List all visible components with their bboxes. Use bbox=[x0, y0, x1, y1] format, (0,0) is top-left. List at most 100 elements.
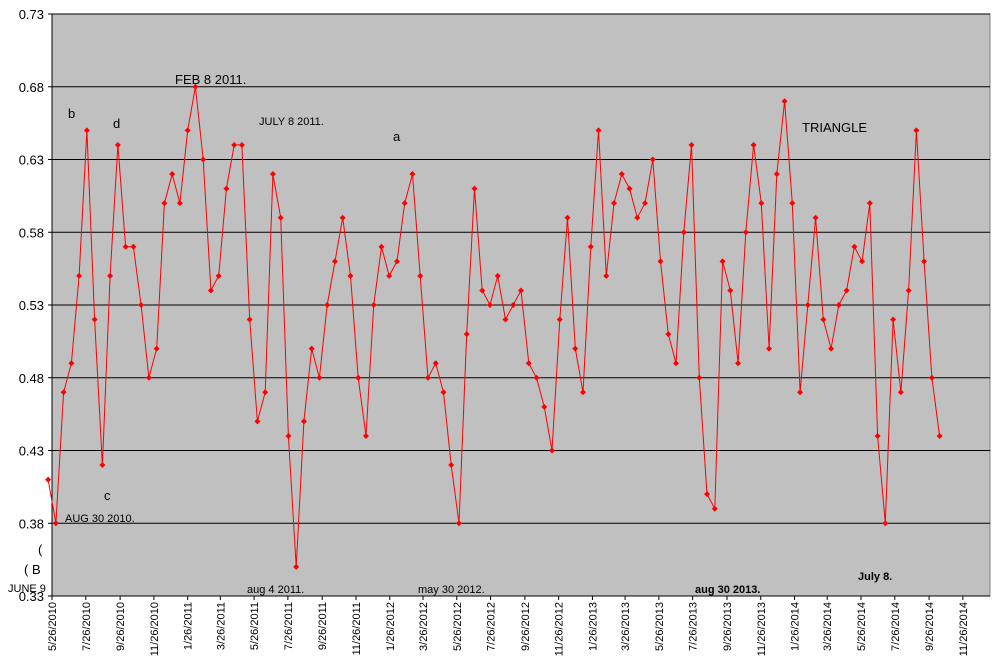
data-point bbox=[246, 316, 253, 323]
data-point bbox=[52, 520, 59, 527]
data-point bbox=[657, 258, 664, 265]
data-point bbox=[138, 302, 145, 308]
annotation: ( B bbox=[24, 562, 41, 577]
data-point bbox=[386, 272, 393, 279]
data-point bbox=[107, 272, 114, 279]
data-point bbox=[603, 272, 610, 279]
data-point bbox=[370, 302, 377, 308]
annotation: may 30 2012. bbox=[418, 584, 485, 596]
data-point bbox=[820, 316, 827, 323]
x-tick-label: 1/26/2012 bbox=[385, 602, 397, 651]
data-point bbox=[556, 316, 563, 323]
data-point bbox=[362, 432, 369, 439]
data-point bbox=[727, 287, 734, 294]
x-tick-label: 11/26/2014 bbox=[958, 602, 970, 656]
y-tick-label: 0.48 bbox=[19, 371, 44, 386]
x-tick-label: 9/26/2010 bbox=[115, 602, 127, 651]
data-point bbox=[76, 272, 83, 279]
data-point bbox=[339, 214, 346, 221]
x-tick-label: 5/26/2012 bbox=[452, 602, 464, 651]
y-tick-label: 0.68 bbox=[19, 80, 44, 95]
data-point bbox=[215, 272, 222, 279]
x-tick-label: 11/26/2011 bbox=[351, 602, 363, 655]
y-tick-label: 0.73 bbox=[19, 7, 44, 22]
data-point bbox=[440, 389, 447, 396]
data-point bbox=[750, 141, 757, 148]
data-point bbox=[905, 287, 912, 294]
data-point bbox=[518, 287, 524, 294]
data-point bbox=[455, 520, 462, 527]
x-tick-label: 3/26/2011 bbox=[215, 602, 227, 650]
data-point bbox=[525, 360, 532, 367]
x-tick-label: 7/26/2012 bbox=[486, 602, 498, 651]
data-point bbox=[789, 200, 796, 207]
data-point bbox=[758, 200, 765, 207]
data-point bbox=[60, 389, 67, 396]
data-point bbox=[936, 432, 943, 439]
data-point bbox=[704, 491, 711, 498]
data-point bbox=[634, 214, 641, 221]
x-tick-label: 11/26/2012 bbox=[554, 602, 566, 656]
data-point bbox=[200, 156, 207, 163]
data-point bbox=[223, 185, 230, 192]
data-point bbox=[424, 374, 431, 381]
data-point bbox=[510, 302, 517, 308]
data-point bbox=[145, 374, 152, 381]
x-tick-label: 5/26/2011 bbox=[249, 602, 261, 650]
data-point bbox=[882, 520, 889, 527]
data-point bbox=[285, 432, 292, 439]
data-point bbox=[742, 229, 749, 236]
y-tick-label: 0.58 bbox=[19, 225, 44, 240]
data-point bbox=[835, 302, 842, 308]
data-point bbox=[828, 345, 835, 352]
data-point bbox=[773, 171, 780, 178]
data-point bbox=[153, 345, 160, 352]
data-point bbox=[913, 127, 920, 134]
data-point bbox=[417, 272, 424, 279]
data-point bbox=[184, 127, 191, 134]
data-point bbox=[572, 345, 579, 352]
data-point bbox=[928, 374, 935, 381]
data-point bbox=[859, 258, 866, 265]
x-tick-label: 3/26/2013 bbox=[620, 602, 632, 651]
data-point bbox=[494, 272, 501, 279]
data-point bbox=[502, 316, 509, 323]
x-tick-label: 3/26/2012 bbox=[418, 602, 430, 651]
data-point bbox=[355, 374, 362, 381]
data-point bbox=[719, 258, 726, 265]
data-point bbox=[843, 287, 850, 294]
data-point bbox=[688, 141, 695, 148]
data-point bbox=[680, 229, 687, 236]
x-tick-label: 7/26/2014 bbox=[890, 602, 902, 651]
data-point bbox=[549, 447, 556, 454]
data-point bbox=[665, 331, 672, 338]
data-point bbox=[595, 127, 602, 134]
data-point bbox=[797, 389, 804, 396]
data-point bbox=[897, 389, 904, 396]
data-point bbox=[331, 258, 338, 265]
data-point bbox=[486, 302, 493, 308]
data-point bbox=[231, 141, 238, 148]
data-point bbox=[161, 200, 168, 207]
data-point bbox=[471, 185, 478, 192]
data-point bbox=[45, 476, 52, 483]
annotation: a bbox=[393, 129, 401, 144]
data-point bbox=[91, 316, 98, 323]
data-point bbox=[207, 287, 214, 294]
data-point bbox=[176, 200, 183, 207]
data-point bbox=[277, 214, 284, 221]
annotation: d bbox=[113, 116, 120, 131]
data-point bbox=[649, 156, 656, 163]
x-tick-label: 5/26/2010 bbox=[47, 602, 59, 651]
data-point bbox=[83, 127, 90, 134]
x-tick-label: 9/26/2011 bbox=[317, 602, 329, 650]
data-point bbox=[316, 374, 323, 381]
data-point bbox=[541, 403, 548, 410]
data-point bbox=[874, 432, 881, 439]
x-tick-label: 1/26/2011 bbox=[183, 602, 195, 650]
data-point bbox=[696, 374, 703, 381]
x-tick-label: 7/26/2010 bbox=[81, 602, 93, 651]
data-point bbox=[122, 243, 129, 250]
x-tick-label: 5/26/2013 bbox=[654, 602, 666, 651]
